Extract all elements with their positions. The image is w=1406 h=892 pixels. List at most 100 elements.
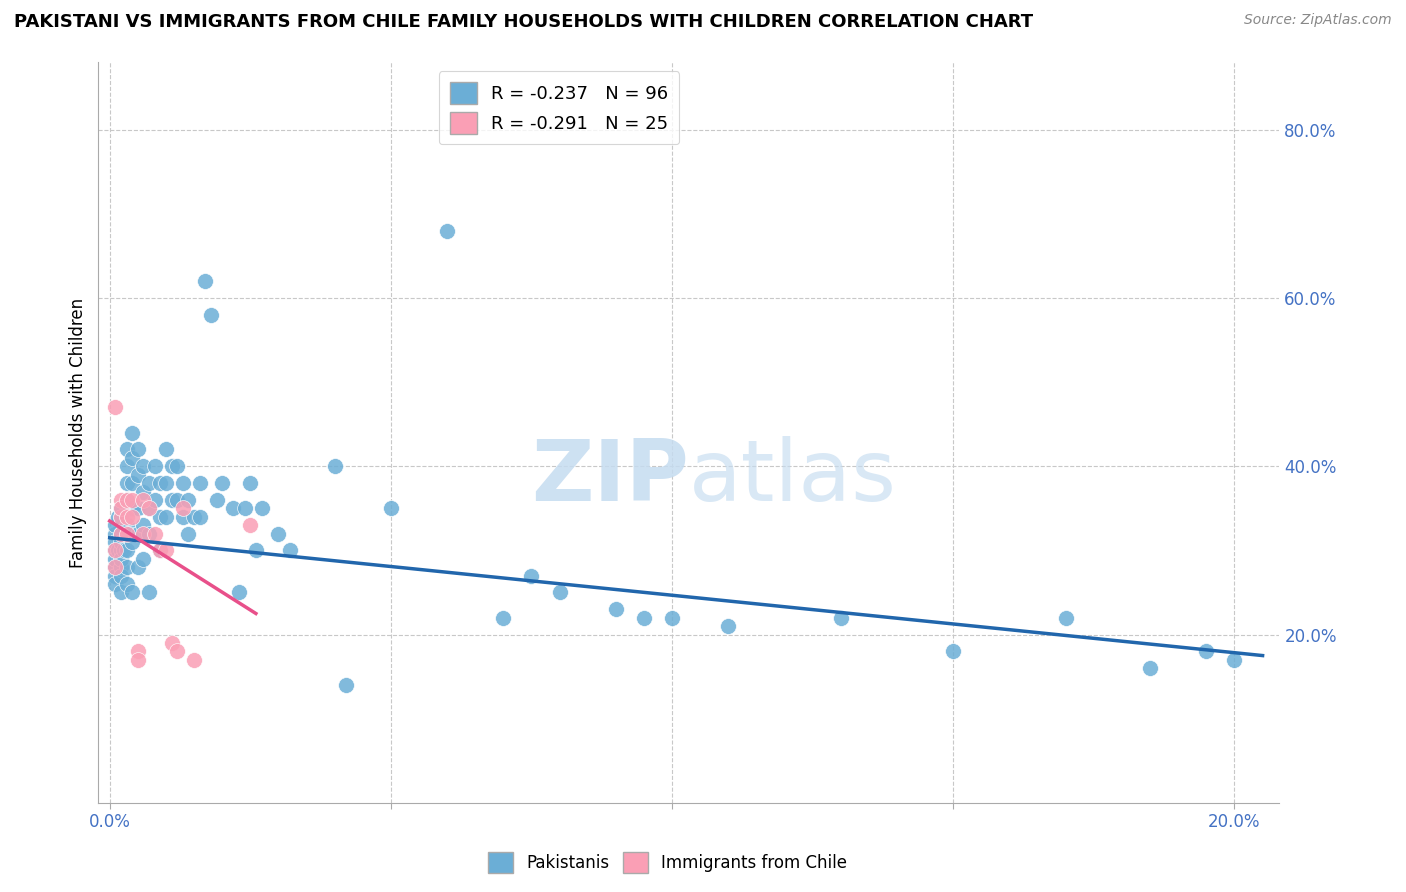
Point <box>132 492 155 507</box>
Point <box>110 551 132 566</box>
Point <box>267 526 290 541</box>
Point <box>211 476 233 491</box>
Point <box>121 585 143 599</box>
Point <box>110 585 132 599</box>
Point <box>172 501 194 516</box>
Point <box>110 509 132 524</box>
Point <box>115 492 138 507</box>
Point <box>138 526 160 541</box>
Point <box>155 442 177 457</box>
Point <box>104 577 127 591</box>
Point <box>127 653 149 667</box>
Point <box>830 611 852 625</box>
Point <box>118 526 141 541</box>
Point <box>138 501 160 516</box>
Point <box>110 492 132 507</box>
Point <box>104 535 127 549</box>
Point <box>183 509 205 524</box>
Point <box>1195 644 1218 658</box>
Y-axis label: Family Households with Children: Family Households with Children <box>69 298 87 567</box>
Point <box>115 543 138 558</box>
Point <box>138 476 160 491</box>
Point <box>115 518 138 533</box>
Point <box>143 492 166 507</box>
Point <box>942 644 965 658</box>
Point <box>177 526 200 541</box>
Point <box>115 476 138 491</box>
Point <box>160 459 183 474</box>
Point <box>149 476 172 491</box>
Point <box>200 308 222 322</box>
Point <box>127 644 149 658</box>
Point <box>1139 661 1161 675</box>
Point <box>104 568 127 582</box>
Point <box>520 568 543 582</box>
Point <box>143 526 166 541</box>
Point <box>160 636 183 650</box>
Point <box>548 585 571 599</box>
Point <box>436 224 458 238</box>
Point <box>138 501 160 516</box>
Point <box>107 543 129 558</box>
Point <box>335 678 357 692</box>
Point <box>250 501 273 516</box>
Point <box>127 442 149 457</box>
Point <box>110 535 132 549</box>
Point <box>104 518 127 533</box>
Point <box>115 492 138 507</box>
Point <box>127 501 149 516</box>
Point <box>323 459 346 474</box>
Point <box>115 577 138 591</box>
Point <box>115 526 138 541</box>
Point <box>115 509 138 524</box>
Point <box>110 526 132 541</box>
Point <box>104 560 127 574</box>
Point <box>121 501 143 516</box>
Point <box>717 619 740 633</box>
Point <box>380 501 402 516</box>
Point <box>121 476 143 491</box>
Point <box>143 459 166 474</box>
Point <box>110 501 132 516</box>
Point <box>155 543 177 558</box>
Legend: R = -0.237   N = 96, R = -0.291   N = 25: R = -0.237 N = 96, R = -0.291 N = 25 <box>439 71 679 145</box>
Point <box>149 543 172 558</box>
Point <box>132 551 155 566</box>
Point <box>104 560 127 574</box>
Point <box>110 501 132 516</box>
Point <box>104 551 127 566</box>
Point <box>110 509 132 524</box>
Point <box>172 476 194 491</box>
Point <box>121 492 143 507</box>
Point <box>121 509 143 524</box>
Point <box>166 459 188 474</box>
Point <box>1223 653 1246 667</box>
Legend: Pakistanis, Immigrants from Chile: Pakistanis, Immigrants from Chile <box>482 846 853 880</box>
Point <box>127 467 149 482</box>
Point <box>239 518 262 533</box>
Point <box>104 401 127 415</box>
Point <box>112 543 135 558</box>
Point <box>149 509 172 524</box>
Point <box>121 425 143 440</box>
Point <box>605 602 627 616</box>
Point <box>166 644 188 658</box>
Point <box>194 274 217 288</box>
Point <box>633 611 655 625</box>
Point <box>132 484 155 499</box>
Point <box>104 526 127 541</box>
Point <box>155 509 177 524</box>
Point <box>132 459 155 474</box>
Point <box>1054 611 1077 625</box>
Point <box>127 560 149 574</box>
Point <box>278 543 301 558</box>
Point <box>492 611 515 625</box>
Point <box>132 526 155 541</box>
Point <box>110 568 132 582</box>
Point <box>115 459 138 474</box>
Point <box>110 526 132 541</box>
Point <box>222 501 245 516</box>
Point <box>121 535 143 549</box>
Point <box>239 476 262 491</box>
Point <box>188 476 211 491</box>
